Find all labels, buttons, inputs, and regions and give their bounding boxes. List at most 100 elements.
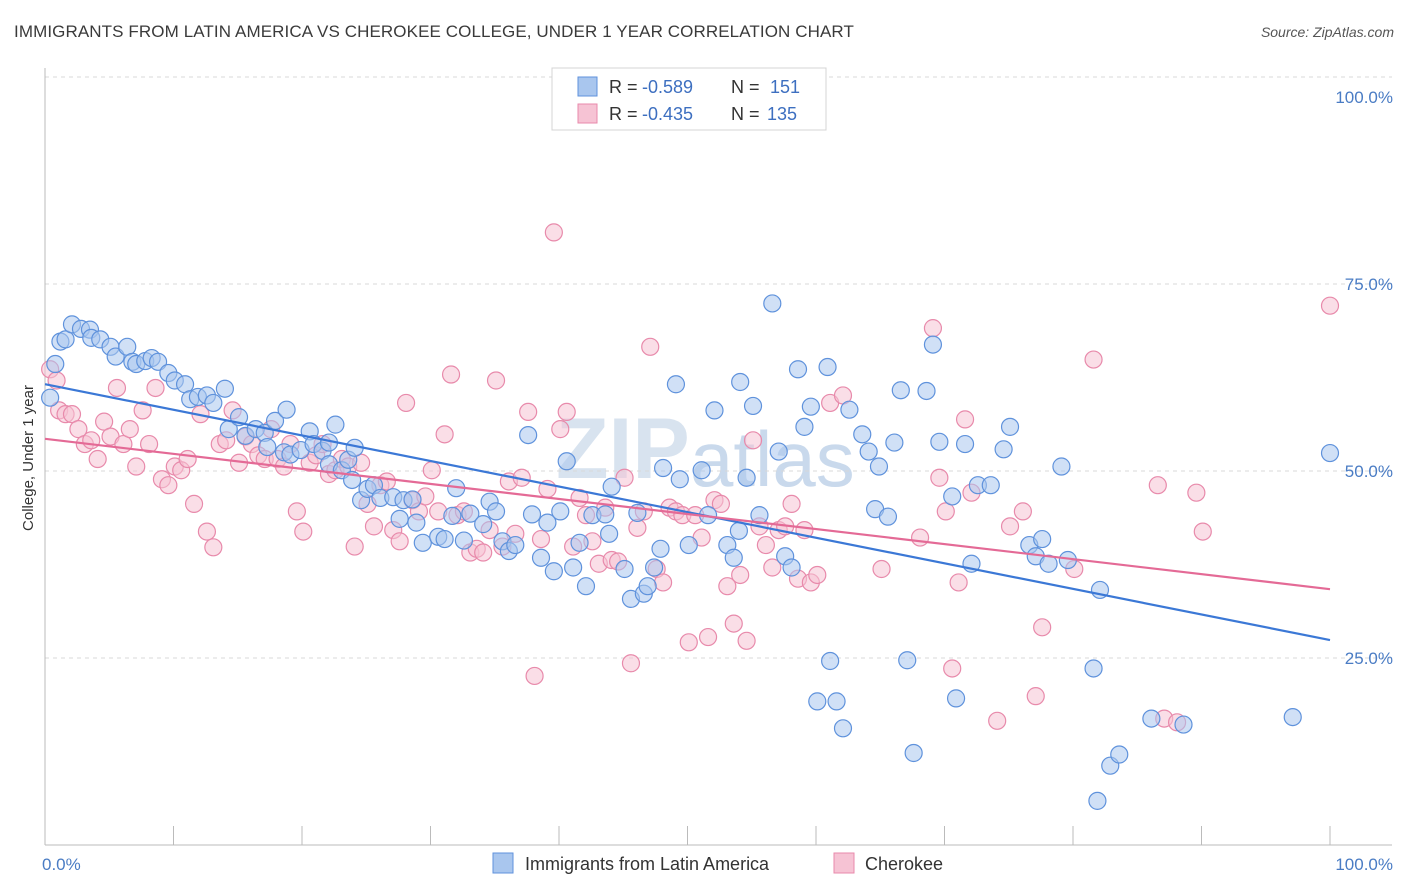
gridlines	[45, 76, 1392, 659]
latin-america-point-124	[917, 381, 936, 401]
latin-america-trend-line	[44, 383, 1331, 642]
latin-america-point-145	[1110, 745, 1129, 764]
cherokee-point-128	[943, 659, 962, 678]
latin-america-point-116	[859, 442, 878, 461]
latin-america-point-90	[666, 375, 686, 394]
cherokee-point-120	[808, 565, 827, 585]
latin-america-point-97	[724, 548, 743, 567]
cherokee-point-23	[184, 494, 204, 514]
latin-america-point-89	[653, 458, 673, 478]
latin-america-point-149	[1320, 443, 1340, 463]
cherokee-point-96	[653, 573, 673, 592]
y-tick-labels: 25.0% 50.0% 75.0% 100.0%	[1335, 88, 1393, 668]
latin-america-point-87	[644, 558, 664, 577]
cherokee-point-40	[294, 522, 313, 541]
x-tick-label-max: 100.0%	[1335, 855, 1393, 874]
latin-america-point-71	[538, 513, 557, 532]
latin-america-point-102	[763, 294, 782, 313]
cherokee-point-110	[743, 431, 763, 450]
cherokee-point-133	[1000, 517, 1020, 536]
latin-america-point-141	[1084, 659, 1103, 678]
latin-america-point-23	[204, 393, 223, 413]
legend-n-label-blue: N =	[731, 77, 760, 97]
legend-n-label-pink: N =	[731, 104, 760, 124]
latin-america-points	[41, 294, 1340, 810]
latin-america-point-1	[46, 354, 65, 374]
latin-america-point-150	[729, 521, 749, 540]
latin-america-point-100	[743, 396, 763, 416]
latin-america-point-134	[1000, 417, 1020, 436]
latin-america-point-133	[994, 440, 1013, 459]
y-tick-label-100: 100.0%	[1335, 88, 1393, 107]
cherokee-point-9	[95, 412, 114, 431]
latin-america-point-123	[904, 743, 923, 763]
latin-america-point-79	[596, 505, 615, 524]
cherokee-point-143	[1193, 522, 1212, 541]
latin-america-point-74	[557, 452, 576, 471]
latin-america-point-142	[1088, 791, 1107, 810]
latin-america-point-108	[801, 397, 820, 416]
cherokee-point-135	[1026, 687, 1045, 706]
cherokee-point-106	[718, 577, 737, 596]
cherokee-point-22	[178, 449, 197, 469]
y-tick-label-25: 25.0%	[1345, 649, 1393, 668]
cherokee-point-75	[519, 402, 538, 422]
cherokee-point-17	[146, 378, 165, 398]
latin-america-point-68	[519, 425, 538, 445]
cherokee-point-68	[474, 543, 493, 562]
y-axis-label: College, Under 1 year	[20, 385, 37, 531]
legend-n-value-blue: 151	[770, 77, 800, 97]
cherokee-point-126	[930, 468, 949, 487]
cherokee-point-134	[1013, 502, 1032, 521]
cherokee-point-103	[698, 627, 718, 647]
cherokee-point-90	[615, 468, 634, 487]
bottom-legend-label-pink: Cherokee	[865, 854, 943, 874]
latin-america-point-75	[564, 558, 583, 577]
cherokee-point-76	[525, 666, 544, 686]
latin-america-point-118	[869, 457, 889, 476]
latin-america-point-139	[1052, 457, 1071, 476]
latin-america-point-77	[576, 577, 596, 596]
cherokee-point-39	[287, 502, 306, 521]
chart-title: IMMIGRANTS FROM LATIN AMERICA VS CHEROKE…	[14, 22, 854, 41]
cherokee-point-55	[390, 532, 409, 551]
latin-america-point-60	[454, 531, 474, 550]
latin-america-point-115	[853, 425, 872, 444]
latin-america-point-101	[750, 506, 769, 525]
latin-america-point-70	[531, 548, 551, 567]
latin-america-point-119	[878, 507, 898, 526]
latin-america-point-51	[390, 509, 409, 528]
cherokee-point-129	[949, 573, 968, 592]
cherokee-point-15	[133, 401, 152, 420]
latin-america-point-98	[731, 372, 750, 392]
latin-america-point-147	[1174, 715, 1193, 734]
cherokee-point-70	[486, 371, 506, 390]
latin-america-point-58	[443, 506, 462, 525]
cherokee-point-132	[988, 711, 1007, 730]
latin-america-point-132	[981, 476, 1000, 495]
latin-america-point-114	[840, 400, 859, 419]
latin-america-point-126	[930, 432, 949, 451]
latin-america-point-121	[891, 381, 910, 400]
cherokee-point-5	[69, 420, 88, 439]
legend-r-label-blue: R =	[609, 77, 638, 97]
latin-america-point-129	[955, 434, 975, 454]
latin-america-point-125	[923, 335, 943, 354]
cherokee-point-79	[544, 223, 563, 242]
cherokee-point-144	[1320, 296, 1340, 315]
latin-america-point-33	[277, 400, 296, 419]
cherokee-point-48	[345, 537, 364, 556]
cherokee-point-125	[923, 319, 943, 338]
trend-lines	[44, 383, 1331, 642]
latin-america-point-127	[943, 487, 962, 506]
cherokee-point-77	[531, 529, 551, 549]
cherokee-point-63	[441, 365, 461, 384]
latin-america-point-16	[148, 352, 168, 371]
cherokee-point-142	[1187, 483, 1206, 502]
latin-america-point-103	[769, 442, 788, 461]
latin-america-point-92	[679, 535, 698, 555]
latin-america-point-93	[692, 461, 711, 480]
cherokee-point-94	[641, 337, 660, 356]
latin-america-point-111	[821, 651, 840, 671]
